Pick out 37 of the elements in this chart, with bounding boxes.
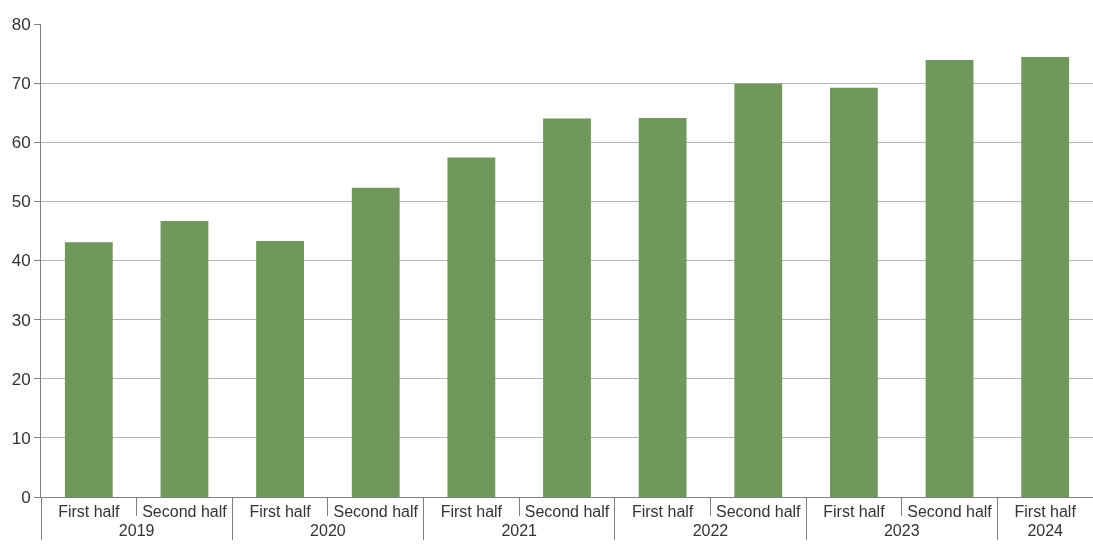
y-tick-label: 70 — [11, 74, 31, 94]
x-tick-label: First half — [249, 503, 312, 521]
bar — [64, 242, 113, 497]
x-tick-label: First half — [440, 503, 503, 521]
bar — [830, 87, 878, 497]
x-tick-label: Second half — [142, 503, 228, 521]
bar — [447, 157, 496, 497]
text: 2022 — [692, 522, 729, 540]
bar — [734, 83, 783, 497]
x-tick-label: Second half — [716, 503, 802, 521]
bar — [925, 60, 974, 497]
x-tick-label: Second half — [907, 503, 993, 521]
bar — [256, 240, 304, 497]
bar — [160, 220, 209, 497]
bar — [638, 118, 687, 497]
bar — [351, 187, 400, 497]
x-tick-label: Second half — [524, 503, 610, 521]
y-tick-label: 40 — [11, 251, 31, 271]
text: 2020 — [310, 522, 346, 540]
y-tick-label: 80 — [11, 14, 31, 34]
y-tick-label: 30 — [11, 310, 31, 330]
x-tick-label: First half — [823, 503, 886, 521]
text: 2023 — [883, 522, 920, 540]
y-tick-label: 20 — [11, 369, 31, 389]
x-tick-label: Second half — [333, 503, 419, 521]
x-tick-label: First half — [1014, 503, 1077, 521]
text: 2019 — [118, 522, 155, 540]
y-tick-label: 50 — [11, 192, 31, 212]
x-tick-label: First half — [631, 503, 694, 521]
y-tick-label: 0 — [21, 487, 31, 507]
y-tick-label: 10 — [11, 428, 31, 448]
y-tick-label: 60 — [11, 133, 31, 153]
text: 2021 — [501, 522, 538, 540]
x-tick-label: First half — [58, 503, 121, 521]
bar — [1021, 57, 1070, 497]
text: 2024 — [1027, 522, 1064, 540]
bar — [543, 118, 591, 497]
